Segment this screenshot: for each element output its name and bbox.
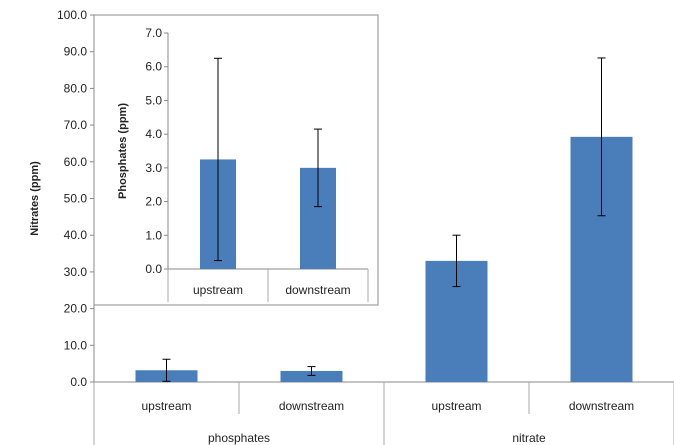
inset-y-axis-title: Phosphates (ppm) (117, 103, 129, 199)
main-y-tick-label: 20.0 (64, 302, 88, 316)
main-y-tick-label: 80.0 (64, 81, 88, 95)
main-x-group-label: nitrate (512, 431, 546, 445)
main-x-category-label: upstream (431, 399, 481, 413)
main-y-tick-label: 0.0 (70, 375, 87, 389)
inset-y-tick-label: 7.0 (145, 26, 162, 40)
main-y-tick-label: 10.0 (64, 338, 88, 352)
inset-y-tick-label: 1.0 (145, 228, 162, 242)
main-y-tick-label: 40.0 (64, 228, 88, 242)
main-x-category-label: downstream (569, 399, 634, 413)
main-y-tick-label: 30.0 (64, 265, 88, 279)
inset-y-tick-label: 0.0 (145, 262, 162, 276)
main-y-axis-title: Nitrates (ppm) (29, 161, 41, 236)
inset-y-tick-label: 6.0 (145, 60, 162, 74)
main-bar (280, 370, 343, 382)
inset-y-tick-label: 3.0 (145, 161, 162, 175)
inset-y-tick-label: 4.0 (145, 127, 162, 141)
main-x-category-label: upstream (141, 399, 191, 413)
main-y-tick-label: 70.0 (64, 118, 88, 132)
inset-y-tick-label: 2.0 (145, 195, 162, 209)
main-y-tick-label: 90.0 (64, 45, 88, 59)
main-x-group-label: phosphates (208, 431, 270, 445)
main-x-category-label: downstream (279, 399, 344, 413)
main-y-tick-label: 60.0 (64, 155, 88, 169)
main-y-tick-label: 100.0 (57, 8, 87, 22)
inset-x-category-label: upstream (193, 283, 243, 297)
main-y-tick-label: 50.0 (64, 192, 88, 206)
inset-y-tick-label: 5.0 (145, 93, 162, 107)
inset-x-category-label: downstream (285, 283, 350, 297)
